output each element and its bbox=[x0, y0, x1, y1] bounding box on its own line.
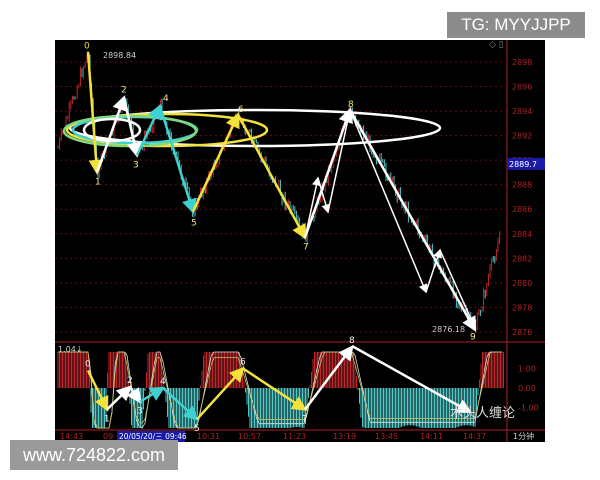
site-watermark: www.724822.com bbox=[10, 440, 178, 470]
price-tick-label: 2898 bbox=[512, 58, 532, 67]
price-tick-label: 2880 bbox=[512, 279, 532, 288]
indicator-tick-label: 1.00 bbox=[518, 365, 536, 374]
wave-label: 6 bbox=[238, 105, 244, 115]
time-tick-label: 11:23 bbox=[283, 432, 306, 441]
time-tick-label: 13:19 bbox=[333, 432, 356, 441]
indicator-wave-label: 6 bbox=[240, 358, 246, 368]
current-price-label: 2889.7 bbox=[509, 160, 537, 169]
annotation-ellipse bbox=[82, 117, 142, 143]
cursor-date-label: 20/05/20/三 09:46 bbox=[119, 432, 187, 441]
price-tick-label: 2896 bbox=[512, 83, 532, 92]
annotation-ellipse bbox=[65, 112, 269, 148]
indicator-wave-label: 1 bbox=[104, 414, 110, 424]
indicator-wave-arrow bbox=[162, 387, 199, 421]
wave-label: 8 bbox=[348, 100, 354, 110]
sub-wave-arrow bbox=[317, 177, 331, 214]
price-tick-label: 2892 bbox=[512, 132, 532, 141]
indicator-wave-arrow bbox=[86, 369, 109, 412]
indicator-tick-label: 0.00 bbox=[518, 384, 536, 393]
sub-wave-arrow bbox=[425, 248, 442, 293]
time-tick-label: 14:11 bbox=[420, 432, 443, 441]
time-tick-label: 13:45 bbox=[375, 432, 398, 441]
indicator-wave-arrow bbox=[106, 385, 132, 411]
wave-label: 5 bbox=[191, 219, 197, 229]
wave-arrow bbox=[191, 112, 240, 213]
time-tick-label: 10:57 bbox=[238, 432, 261, 441]
wave-label: 9 bbox=[470, 333, 476, 343]
sub-wave-arrow bbox=[304, 176, 321, 239]
indicator-wave-label: 8 bbox=[349, 336, 355, 346]
sub-wave-arrow bbox=[349, 109, 428, 294]
indicator-wave-label: 0 bbox=[85, 359, 91, 369]
wave-arrow bbox=[122, 97, 142, 158]
indicator-wave-arrow bbox=[304, 345, 354, 411]
toolbar-icons: ◇ ▯ bbox=[489, 40, 504, 50]
wave-arrow bbox=[86, 51, 104, 175]
price-tick-label: 2894 bbox=[512, 107, 532, 116]
indicator-wave-label: 4 bbox=[160, 377, 166, 387]
indicator-wave-label: 7 bbox=[302, 414, 308, 424]
price-tick-label: 2884 bbox=[512, 230, 532, 239]
indicator-wave-arrow bbox=[196, 366, 245, 421]
wave-arrow bbox=[158, 105, 197, 215]
indicator-wave-label: 3 bbox=[137, 407, 143, 417]
wave-arrow bbox=[303, 107, 353, 238]
indicator-value-label: 1.04↓ bbox=[58, 345, 83, 354]
indicator-wave-arrow bbox=[242, 367, 308, 411]
current-price-box bbox=[507, 157, 545, 170]
price-tick-label: 2876 bbox=[512, 328, 532, 337]
chart-background bbox=[55, 40, 545, 442]
sub-wave-arrow bbox=[327, 108, 353, 213]
wave-label: 7 bbox=[303, 242, 309, 252]
price-tick-label: 2882 bbox=[512, 254, 532, 263]
wave-arrow bbox=[236, 114, 307, 240]
time-tick-label: 14:43 bbox=[60, 432, 83, 441]
price-tick-label: 2888 bbox=[512, 181, 532, 190]
sub-wave-arrow bbox=[439, 249, 477, 330]
wave-label: 1 bbox=[95, 177, 101, 187]
indicator-wave-label: 2 bbox=[127, 376, 133, 386]
wave-arrow bbox=[95, 95, 127, 173]
wave-label: 2 bbox=[121, 86, 127, 96]
wave-label: 3 bbox=[133, 160, 139, 170]
indicator-wave-arrow bbox=[126, 386, 142, 404]
time-tick-label: 14:37 bbox=[463, 432, 486, 441]
low-price-label: 2876.18 bbox=[432, 325, 465, 334]
high-price-label: 2898.84 bbox=[103, 51, 136, 60]
period-label: 1分钟 bbox=[513, 431, 534, 441]
time-tick-label: 09 bbox=[103, 432, 113, 441]
indicator-wave-label: 5 bbox=[194, 424, 200, 434]
wechat-watermark: 木头人缠论 bbox=[450, 406, 516, 421]
time-tick-label: 10:31 bbox=[197, 432, 220, 441]
wave-arrow bbox=[135, 103, 162, 156]
wave-label: 0 bbox=[84, 42, 90, 52]
indicator-tick-label: -1.00 bbox=[518, 404, 539, 413]
indicator-wave-arrow bbox=[139, 386, 166, 403]
tg-watermark: TG: MYYJJPP bbox=[447, 12, 585, 38]
price-tick-label: 2886 bbox=[512, 205, 532, 214]
wave-label: 4 bbox=[163, 94, 169, 104]
cursor-date-box bbox=[117, 431, 185, 442]
price-tick-label: 2878 bbox=[512, 303, 532, 312]
wave-arrow bbox=[348, 109, 477, 332]
indicator-wave-arrow bbox=[351, 344, 473, 414]
